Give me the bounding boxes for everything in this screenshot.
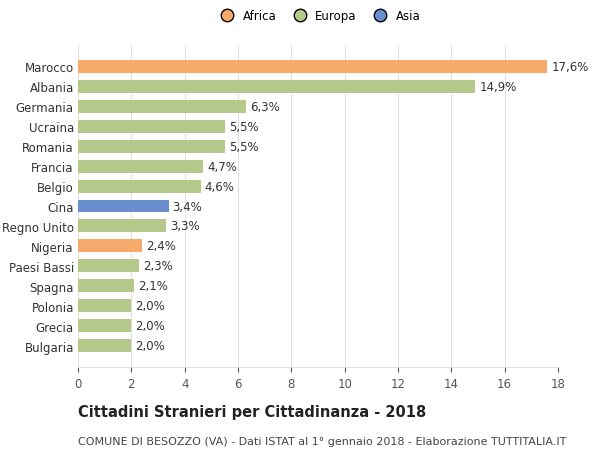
Bar — [78, 61, 547, 73]
Text: 2,0%: 2,0% — [136, 319, 165, 333]
Text: 2,1%: 2,1% — [138, 280, 168, 293]
Text: 2,0%: 2,0% — [136, 340, 165, 353]
Text: 2,4%: 2,4% — [146, 240, 176, 253]
Text: 3,4%: 3,4% — [173, 200, 202, 213]
Bar — [78, 240, 142, 253]
Bar — [78, 220, 166, 233]
Text: COMUNE DI BESOZZO (VA) - Dati ISTAT al 1° gennaio 2018 - Elaborazione TUTTITALIA: COMUNE DI BESOZZO (VA) - Dati ISTAT al 1… — [78, 436, 566, 446]
Bar — [78, 160, 203, 173]
Text: 5,5%: 5,5% — [229, 120, 258, 133]
Text: 2,3%: 2,3% — [143, 260, 173, 273]
Text: 5,5%: 5,5% — [229, 140, 258, 153]
Text: 6,3%: 6,3% — [250, 101, 280, 113]
Bar — [78, 300, 131, 313]
Bar — [78, 101, 246, 113]
Bar — [78, 340, 131, 353]
Text: 4,7%: 4,7% — [208, 160, 237, 173]
Bar — [78, 120, 224, 133]
Text: 2,0%: 2,0% — [136, 300, 165, 313]
Bar — [78, 260, 139, 273]
Bar — [78, 80, 475, 93]
Bar — [78, 180, 200, 193]
Bar — [78, 140, 224, 153]
Text: 3,3%: 3,3% — [170, 220, 200, 233]
Text: 17,6%: 17,6% — [551, 61, 589, 73]
Text: Cittadini Stranieri per Cittadinanza - 2018: Cittadini Stranieri per Cittadinanza - 2… — [78, 404, 426, 419]
Bar — [78, 200, 169, 213]
Legend: Africa, Europa, Asia: Africa, Europa, Asia — [215, 10, 421, 23]
Text: 4,6%: 4,6% — [205, 180, 235, 193]
Bar — [78, 280, 134, 293]
Text: 14,9%: 14,9% — [479, 80, 517, 94]
Bar — [78, 320, 131, 333]
